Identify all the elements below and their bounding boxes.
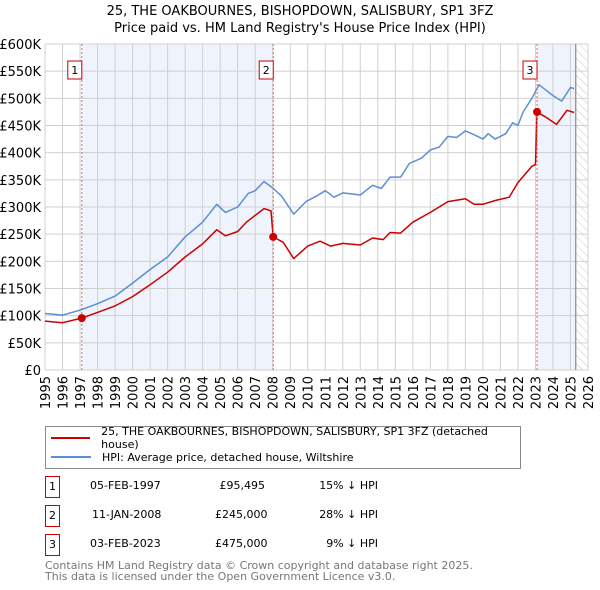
sale-point xyxy=(269,232,278,241)
sale-date: 11-JAN-2008 xyxy=(92,508,162,521)
x-tick-label: 2012 xyxy=(337,376,352,409)
y-tick-label: £250K xyxy=(0,228,41,243)
y-tick-label: £150K xyxy=(0,283,41,298)
x-tick-label: 2011 xyxy=(319,376,334,409)
price-chart: £0 £50K £100K £150K £200K £250K £300K £350K £400… xyxy=(0,38,597,409)
y-tick-label: £200K xyxy=(0,255,41,270)
x-tick-label: 2009 xyxy=(284,376,299,409)
sale-marker-box xyxy=(522,60,538,80)
sale-price: £475,000 xyxy=(215,537,268,550)
x-tick-label: 2006 xyxy=(232,376,247,409)
x-tick-label: 2002 xyxy=(162,376,177,409)
sale-marker-label: 3 xyxy=(527,64,534,77)
sale-marker-label: 1 xyxy=(71,64,78,77)
sale-date: 03-FEB-2023 xyxy=(90,537,161,550)
y-tick-label: £600K xyxy=(0,38,41,53)
sale-price: £95,495 xyxy=(219,479,266,492)
x-tick-label: 2015 xyxy=(389,376,404,409)
y-tick-label: £500K xyxy=(0,92,41,107)
x-tick-label: 2021 xyxy=(494,376,509,409)
x-tick-label: 1999 xyxy=(109,376,124,409)
y-tick-label: £0 xyxy=(24,364,41,379)
legend-swatch-property xyxy=(51,437,91,439)
legend-label-hpi: HPI: Average price, detached house, Wilt… xyxy=(102,450,354,464)
x-tick-label: 1995 xyxy=(39,376,54,409)
x-tick-label: 2004 xyxy=(197,376,212,409)
chart-title: 25, THE OAKBOURNES, BISHOPDOWN, SALISBUR… xyxy=(106,4,494,19)
x-tick-label: 2022 xyxy=(512,376,527,409)
sale-delta: 15% ↓ HPI xyxy=(319,479,378,492)
y-tick-label: £100K xyxy=(0,310,41,325)
sale-date: 05-FEB-1997 xyxy=(90,479,161,492)
y-tick-label: £50K xyxy=(8,337,42,352)
x-tick-label: 2014 xyxy=(372,376,387,409)
x-tick-label: 2020 xyxy=(477,376,492,409)
x-tick-label: 2018 xyxy=(442,376,457,409)
y-tick-label: £300K xyxy=(0,201,41,216)
sale-marker-label: 1 xyxy=(45,476,60,498)
legend-item-hpi: HPI: Average price, detached house, Wilt… xyxy=(46,448,354,466)
footer: Contains HM Land Registry data © Crown c… xyxy=(45,560,473,582)
x-tick-label: 2026 xyxy=(582,376,597,409)
sale-point xyxy=(533,107,542,116)
sale-marker-label: 2 xyxy=(263,64,270,77)
chart-subtitle: Price paid vs. HM Land Registry's House … xyxy=(114,21,486,36)
footer-copyright: Contains HM Land Registry data © Crown c… xyxy=(45,559,473,572)
x-tick-label: 1997 xyxy=(74,376,89,409)
x-tick-label: 2023 xyxy=(529,376,544,409)
property-price-line xyxy=(44,109,575,324)
footer-licence: This data is licensed under the Open Gov… xyxy=(45,570,396,583)
legend-swatch-hpi xyxy=(51,456,91,458)
sale-marker-box xyxy=(258,60,274,80)
sale-marker-label: 3 xyxy=(45,534,60,556)
sale-delta: 9% ↓ HPI xyxy=(326,537,378,550)
y-tick-label: £450K xyxy=(0,120,41,135)
legend-label-property: 25, THE OAKBOURNES, BISHOPDOWN, SALISBUR… xyxy=(101,425,488,451)
x-tick-label: 2013 xyxy=(354,376,369,409)
sale-marker-box xyxy=(67,60,83,80)
x-tick-label: 2025 xyxy=(564,376,579,409)
x-tick-label: 2008 xyxy=(267,376,282,409)
x-tick-label: 2010 xyxy=(302,376,317,409)
sale-point xyxy=(77,314,86,323)
y-tick-label: £350K xyxy=(0,174,41,189)
x-tick-label: 2005 xyxy=(214,376,229,409)
x-tick-label: 2016 xyxy=(407,376,422,409)
sale-delta: 28% ↓ HPI xyxy=(319,508,378,521)
hpi-line xyxy=(44,84,575,316)
sale-marker-label: 2 xyxy=(45,505,60,527)
y-tick-label: £550K xyxy=(0,65,41,80)
x-tick-label: 2003 xyxy=(179,376,194,409)
x-tick-label: 1996 xyxy=(57,376,72,409)
x-tick-label: 2000 xyxy=(127,376,142,409)
x-tick-label: 2001 xyxy=(144,376,159,409)
sale-price: £245,000 xyxy=(215,508,268,521)
x-tick-label: 2017 xyxy=(424,376,439,409)
x-tick-label: 2019 xyxy=(459,376,474,409)
x-tick-label: 1998 xyxy=(92,376,107,409)
y-tick-label: £400K xyxy=(0,147,41,162)
legend: 25, THE OAKBOURNES, BISHOPDOWN, SALISBUR… xyxy=(45,425,521,469)
x-tick-label: 2024 xyxy=(547,376,562,409)
x-tick-label: 2007 xyxy=(249,376,264,409)
legend-item-property: 25, THE OAKBOURNES, BISHOPDOWN, SALISBUR… xyxy=(46,425,520,451)
